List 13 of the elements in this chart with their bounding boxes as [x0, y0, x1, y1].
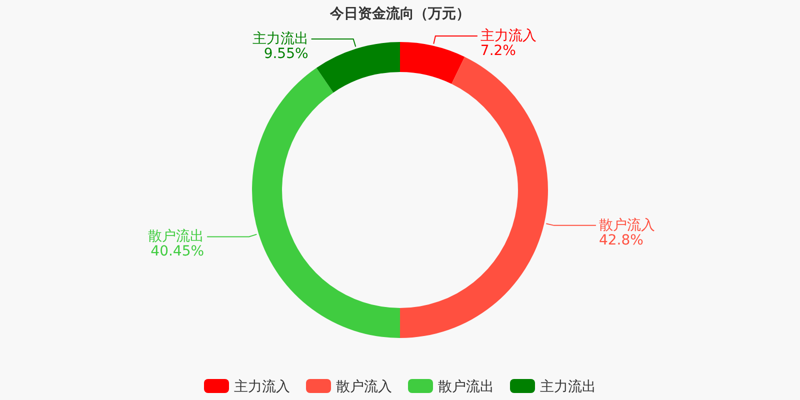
slice-label: 散户流入 [598, 217, 655, 234]
slice-label: 主力流入 [480, 28, 536, 44]
legend-label: 散户流入 [336, 379, 392, 395]
chart-title: 今日资金流向（万元） [329, 5, 470, 22]
legend-label: 散户流出 [438, 379, 494, 395]
legend-label: 主力流出 [540, 379, 596, 395]
data-label: 9.55% [264, 46, 308, 62]
slice-label: 主力流出 [252, 31, 308, 48]
legend-label: 主力流入 [234, 379, 290, 395]
data-label: 40.45% [150, 244, 204, 260]
data-label: 42.8% [598, 232, 644, 248]
slice-label: 散户流出 [148, 228, 204, 245]
data-label: 7.2% [480, 43, 516, 60]
